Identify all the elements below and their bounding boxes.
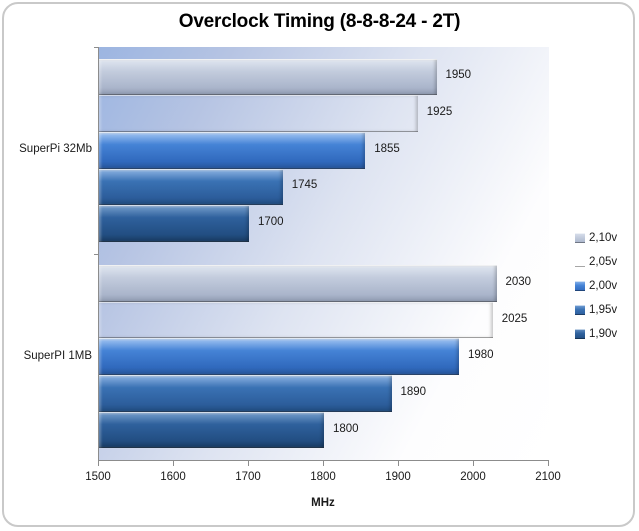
legend-label: 2,10v — [589, 232, 618, 244]
legend-label: 2,00v — [589, 280, 618, 292]
legend-marker-icon — [575, 257, 585, 267]
x-axis-tick — [548, 461, 549, 466]
bar — [99, 58, 437, 96]
legend-item: 1,95v — [575, 298, 617, 322]
legend-label: 1,90v — [589, 328, 618, 340]
bar-value-label: 1800 — [333, 422, 359, 435]
x-axis-tick — [248, 461, 249, 466]
legend-label: 1,95v — [589, 304, 618, 316]
bar — [99, 265, 497, 302]
bar — [99, 411, 324, 449]
chart-title: Overclock Timing (8-8-8-24 - 2T) — [178, 11, 461, 32]
x-axis-tick — [323, 461, 324, 466]
legend-item: 2,05v — [575, 250, 617, 274]
bar-value-label: 1700 — [258, 216, 284, 229]
legend: 2,10v 2,05v 2,00v 1,95v 1,90v — [575, 226, 617, 346]
x-axis-title: MHz — [311, 497, 335, 509]
legend-item: 1,90v — [575, 322, 617, 346]
x-axis-tick — [473, 461, 474, 466]
bar-value-label: 1855 — [374, 142, 400, 155]
bar — [99, 168, 283, 206]
x-axis-tick-label: 2000 — [460, 471, 486, 483]
bar-value-label: 1890 — [400, 385, 427, 398]
x-axis-tick — [173, 461, 174, 466]
bar-value-label: 1980 — [468, 349, 494, 362]
bar-value-label: 1745 — [291, 179, 318, 192]
bar — [99, 131, 366, 169]
bar-value-label: 2025 — [501, 312, 528, 325]
category-label: SuperPI 1MB — [23, 349, 92, 362]
bar — [99, 338, 459, 376]
legend-marker-icon — [575, 281, 585, 291]
x-axis-tick — [398, 461, 399, 466]
bar-value-label: 1950 — [445, 69, 472, 82]
x-axis-tick — [98, 461, 99, 466]
x-axis-tick-label: 1500 — [85, 471, 111, 483]
y-axis-tick — [94, 47, 98, 48]
legend-marker-icon — [575, 233, 585, 243]
x-axis-tick-label: 1600 — [160, 471, 186, 483]
legend-label: 2,05v — [589, 256, 618, 268]
x-axis-tick-label: 1700 — [235, 471, 261, 483]
legend-item: 2,00v — [575, 274, 617, 298]
category-label: SuperPi 32Mb — [19, 143, 92, 156]
y-axis-tick — [94, 253, 98, 255]
bar — [99, 302, 493, 339]
x-axis-tick-label: 2100 — [535, 471, 561, 483]
x-axis-tick-label: 1800 — [310, 471, 336, 483]
legend-item: 2,10v — [575, 226, 617, 250]
bar-value-label: 1925 — [426, 106, 453, 119]
bar — [99, 375, 392, 412]
x-axis-tick-label: 1900 — [385, 471, 411, 483]
bar — [99, 205, 249, 242]
legend-marker-icon — [575, 329, 585, 339]
legend-marker-icon — [575, 305, 585, 315]
bar — [99, 95, 418, 132]
plot-area: 1950 1925 1855 1745 1700 2030 2025 1980 1890 1800 — [98, 47, 549, 461]
bar-value-label: 2030 — [505, 275, 532, 288]
